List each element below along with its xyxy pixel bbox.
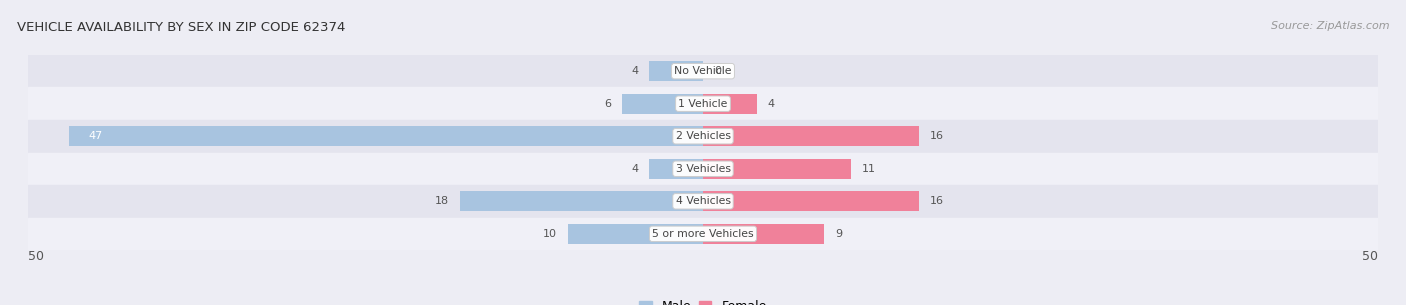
Bar (28, 185, 1378, 217)
Text: No Vehicle: No Vehicle (675, 66, 731, 76)
Bar (703, 94, 756, 114)
Text: 3 Vehicles: 3 Vehicles (675, 164, 731, 174)
Bar (703, 224, 824, 244)
Text: 4 Vehicles: 4 Vehicles (675, 196, 731, 206)
Bar (460, 191, 703, 211)
Bar (568, 224, 703, 244)
Bar (28, 88, 1378, 120)
Text: 6: 6 (605, 99, 612, 109)
Text: 1 Vehicle: 1 Vehicle (678, 99, 728, 109)
Text: 5 or more Vehicles: 5 or more Vehicles (652, 229, 754, 239)
Bar (69, 126, 703, 146)
Text: 16: 16 (929, 196, 943, 206)
Bar (621, 94, 703, 114)
Bar (28, 120, 1378, 152)
Bar (28, 152, 1378, 185)
Bar (650, 61, 703, 81)
Bar (703, 191, 920, 211)
Text: 18: 18 (434, 196, 450, 206)
Text: 10: 10 (543, 229, 557, 239)
Text: Source: ZipAtlas.com: Source: ZipAtlas.com (1271, 21, 1389, 31)
Text: 11: 11 (862, 164, 876, 174)
Bar (703, 126, 920, 146)
Text: VEHICLE AVAILABILITY BY SEX IN ZIP CODE 62374: VEHICLE AVAILABILITY BY SEX IN ZIP CODE … (17, 21, 346, 34)
Bar (28, 55, 1378, 88)
Bar (28, 217, 1378, 250)
Text: 47: 47 (89, 131, 103, 141)
Text: 50: 50 (28, 250, 44, 263)
Text: 50: 50 (1362, 250, 1378, 263)
Text: 2 Vehicles: 2 Vehicles (675, 131, 731, 141)
Bar (703, 159, 852, 179)
Text: 9: 9 (835, 229, 842, 239)
Bar (650, 159, 703, 179)
Text: 4: 4 (768, 99, 775, 109)
Text: 4: 4 (631, 164, 638, 174)
Text: 16: 16 (929, 131, 943, 141)
Text: 4: 4 (631, 66, 638, 76)
Legend: Male, Female: Male, Female (634, 295, 772, 305)
Text: 0: 0 (714, 66, 721, 76)
